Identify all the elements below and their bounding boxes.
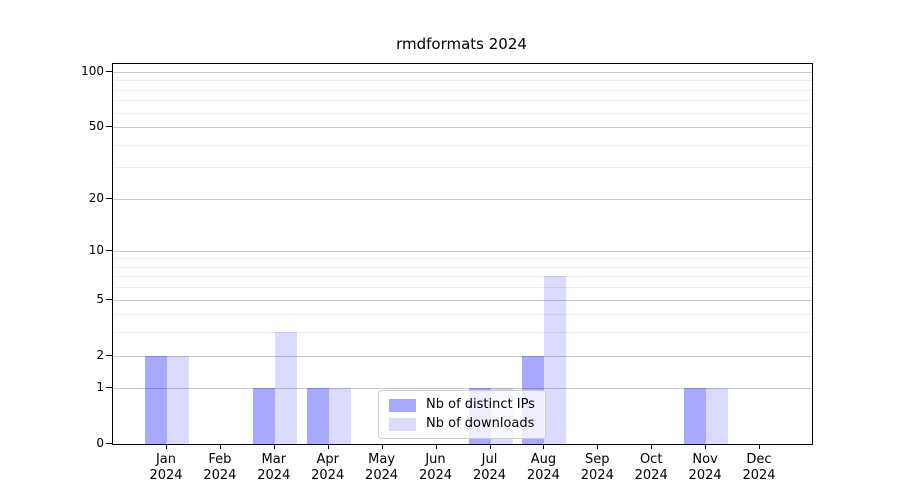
- y-tick-1: [106, 387, 112, 389]
- x-tick-dec: [759, 444, 760, 449]
- legend-label-downloads: Nb of downloads: [426, 416, 535, 431]
- gridline-minor-7: [113, 276, 812, 278]
- x-tick-label-sep: Sep 2024: [580, 452, 614, 483]
- x-tick-feb: [219, 444, 221, 449]
- y-tick-5: [106, 298, 112, 300]
- y-tick-10: [106, 249, 112, 251]
- x-tick-label-aug: Aug 2024: [526, 452, 560, 483]
- y-tick-0: [106, 443, 112, 444]
- y-tick-label-0: 0: [96, 436, 104, 450]
- x-tick-label-dec: Dec 2024: [742, 452, 776, 483]
- x-tick-label-jul: Jul 2024: [472, 452, 507, 483]
- y-tick-label-100: 100: [81, 64, 104, 78]
- bar-downloads-apr: [328, 388, 351, 444]
- x-tick-label-apr: Apr 2024: [311, 452, 345, 483]
- y-tick-label-20: 20: [88, 190, 104, 205]
- y-tick-20: [106, 197, 112, 199]
- gridline-minor-9: [113, 258, 812, 260]
- gridline-minor-4: [113, 314, 812, 316]
- x-tick-label-mar: Mar 2024: [257, 452, 291, 483]
- legend: Nb of distinct IPs Nb of downloads: [378, 390, 546, 439]
- x-tick-aug: [543, 444, 545, 449]
- gridline-major-5: [113, 299, 812, 301]
- y-tick-100: [106, 71, 112, 72]
- x-tick-mar: [273, 444, 275, 449]
- legend-swatch-downloads: [389, 417, 416, 431]
- bar-ips-apr: [306, 388, 329, 444]
- bar-downloads-mar: [274, 332, 297, 444]
- chart-title: rmdformats 2024: [396, 35, 527, 53]
- gridline-major-1: [113, 388, 812, 390]
- x-tick-label-feb: Feb 2024: [203, 452, 237, 483]
- x-tick-jun: [435, 444, 437, 449]
- y-tick-label-50: 50: [88, 119, 104, 134]
- bar-downloads-jan: [167, 355, 189, 444]
- gridline-minor-40: [113, 144, 812, 146]
- bar-ips-nov: [684, 388, 707, 444]
- legend-swatch-distinct-ips: [389, 398, 416, 412]
- gridline-minor-6: [113, 287, 812, 289]
- x-tick-jul: [489, 444, 491, 449]
- y-tick-label-1: 1: [96, 380, 104, 395]
- y-tick-label-2: 2: [96, 347, 104, 362]
- legend-item-downloads: Nb of downloads: [389, 416, 535, 432]
- legend-label-distinct-ips: Nb of distinct IPs: [426, 397, 535, 412]
- gridline-minor-90: [113, 80, 812, 82]
- x-tick-label-oct: Oct 2024: [634, 452, 668, 483]
- bar-downloads-nov: [706, 388, 729, 444]
- y-tick-2: [106, 354, 112, 356]
- x-tick-nov: [705, 444, 707, 449]
- x-tick-label-jan: Jan 2024: [149, 452, 183, 483]
- gridline-minor-70: [113, 100, 812, 102]
- bar-downloads-aug: [544, 276, 567, 444]
- plot-area: [112, 63, 813, 445]
- legend-item-distinct-ips: Nb of distinct IPs: [389, 397, 535, 413]
- y-tick-label-10: 10: [88, 242, 104, 257]
- gridline-minor-8: [113, 266, 812, 268]
- gridline-minor-3: [113, 332, 812, 334]
- x-tick-oct: [651, 444, 653, 449]
- gridline-major-10: [113, 250, 812, 252]
- bar-ips-mar: [252, 388, 275, 444]
- gridline-major-100: [113, 72, 812, 73]
- x-tick-label-may: May 2024: [365, 452, 399, 483]
- x-tick-label-jun: Jun 2024: [418, 452, 453, 483]
- x-tick-label-nov: Nov 2024: [688, 452, 722, 483]
- gridline-minor-30: [113, 167, 812, 169]
- x-tick-sep: [597, 444, 599, 449]
- gridline-minor-60: [113, 112, 812, 114]
- x-tick-may: [381, 444, 383, 449]
- y-tick-label-5: 5: [96, 291, 104, 306]
- gridline-major-20: [113, 198, 812, 200]
- bar-ips-jan: [145, 355, 167, 444]
- y-tick-50: [106, 126, 112, 128]
- gridline-major-2: [113, 355, 812, 357]
- gridline-major-50: [113, 127, 812, 129]
- gridline-minor-80: [113, 89, 812, 91]
- x-tick-jan: [166, 444, 167, 449]
- x-tick-apr: [327, 444, 329, 449]
